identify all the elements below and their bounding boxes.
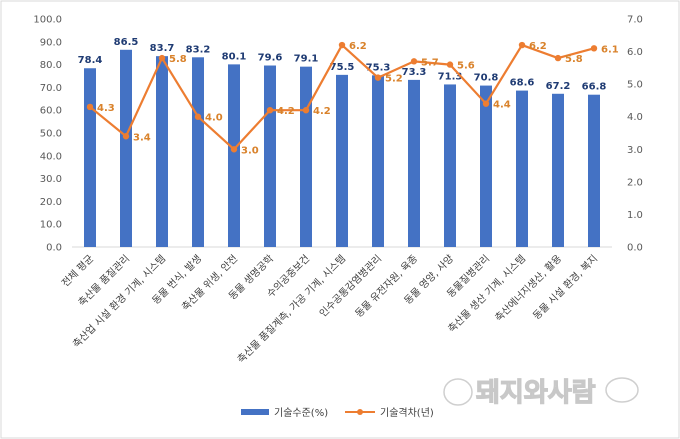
- line-value-label: 3.4: [133, 132, 151, 143]
- line-value-label: 6.2: [529, 41, 547, 52]
- left-tick-label: 90.0: [40, 37, 62, 48]
- line-series: 4.3 3.4 5.8 4.0 3.0 4.2 4.2 6.2 5.2 5.7 5.6 4.4 6.2 5…: [86, 41, 619, 156]
- line-point: [590, 45, 598, 52]
- line-value-label: 6.2: [349, 41, 367, 52]
- line-point: [302, 107, 310, 114]
- bar: [408, 79, 420, 247]
- legend-bar-label: 기술수준(%): [274, 407, 328, 419]
- bar: [264, 65, 276, 248]
- right-tick-label: 0.0: [627, 243, 643, 254]
- bar-value-label: 83.2: [186, 44, 211, 55]
- bar-value-label: 83.7: [150, 43, 175, 54]
- line-point: [518, 41, 526, 49]
- bar-value-label: 79.6: [258, 53, 283, 64]
- bar: [444, 84, 456, 247]
- legend: 기술수준(%) 기술격차(년): [241, 406, 434, 419]
- line-value-label: 5.8: [565, 54, 583, 65]
- watermark-badge: [443, 378, 473, 406]
- legend-line-marker: [357, 409, 363, 415]
- line-point: [122, 133, 130, 140]
- line-point: [230, 146, 238, 153]
- left-tick-label: 40.0: [40, 151, 62, 162]
- line-point: [338, 41, 346, 49]
- bar: [588, 94, 600, 247]
- bar: [192, 57, 204, 247]
- bar: [336, 74, 348, 247]
- bar: [84, 68, 96, 247]
- bar: [552, 93, 564, 247]
- bar-value-label: 66.8: [582, 82, 607, 93]
- bar-value-label: 68.6: [510, 78, 535, 89]
- left-tick-label: 30.0: [40, 174, 62, 185]
- line-value-label: 5.8: [169, 54, 187, 65]
- bar-value-label: 67.2: [546, 81, 571, 92]
- line-value-label: 5.6: [457, 61, 475, 72]
- bar: [516, 90, 528, 247]
- left-tick-label: 20.0: [40, 197, 62, 208]
- line-point: [482, 100, 490, 107]
- line-value-label: 5.7: [421, 57, 439, 68]
- bar-value-label: 80.1: [222, 51, 247, 62]
- line-point: [86, 103, 94, 111]
- right-tick-label: 4.0: [627, 112, 643, 123]
- line-value-label: 4.0: [205, 113, 223, 124]
- left-tick-label: 10.0: [40, 220, 62, 231]
- right-tick-label: 5.0: [627, 80, 643, 91]
- bar: [300, 66, 312, 247]
- left-tick-label: 0.0: [46, 243, 62, 254]
- line-value-label: 4.3: [97, 103, 115, 114]
- bar-value-label: 75.3: [366, 62, 391, 73]
- line-point: [266, 107, 274, 114]
- watermark-text: 돼지와사람: [476, 378, 596, 408]
- watermark-cloud-icon: [605, 377, 639, 403]
- left-tick-label: 100.0: [33, 15, 62, 26]
- left-tick-label: 50.0: [40, 129, 62, 140]
- line-value-label: 3.0: [241, 145, 259, 156]
- bar-value-label: 78.4: [78, 55, 103, 66]
- bar-value-label: 79.1: [294, 54, 319, 65]
- line-value-label: 4.2: [277, 106, 295, 117]
- watermark: 돼지와사람: [443, 377, 639, 409]
- line-value-label: 6.1: [601, 44, 619, 55]
- line-value-label: 5.2: [385, 74, 403, 85]
- line-point: [410, 58, 418, 65]
- bar-value-label: 71.3: [438, 71, 463, 82]
- bar: [372, 75, 384, 247]
- line-point: [554, 54, 562, 62]
- bar-value-label: 70.8: [474, 73, 499, 84]
- line-value-label: 4.2: [313, 106, 331, 117]
- line-point: [158, 54, 166, 62]
- right-tick-label: 7.0: [627, 15, 643, 26]
- line-point: [446, 61, 454, 68]
- bar: [156, 56, 168, 247]
- right-tick-label: 1.0: [627, 210, 643, 221]
- left-tick-label: 70.0: [40, 83, 62, 94]
- right-tick-label: 6.0: [627, 47, 643, 58]
- line-value-label: 4.4: [493, 100, 511, 111]
- bar-value-label: 86.5: [114, 37, 139, 48]
- bar: [120, 49, 132, 247]
- bar-value-label: 75.5: [330, 62, 355, 73]
- bar: [480, 85, 492, 248]
- legend-line-label: 기술격차(년): [380, 406, 434, 419]
- left-tick-label: 60.0: [40, 106, 62, 117]
- line-point: [374, 74, 382, 81]
- right-y-axis: 0.0 1.0 2.0 3.0 4.0 5.0 6.0 7.0: [627, 15, 643, 254]
- left-tick-label: 80.0: [40, 60, 62, 71]
- right-tick-label: 3.0: [627, 145, 643, 156]
- bar-series: 78.4 86.5 83.7 83.2 80.1 79.6 79.1 75.5 75.3 73.3…: [78, 37, 607, 248]
- line-point: [194, 113, 202, 120]
- bar-value-label: 73.3: [402, 67, 427, 78]
- legend-bar-swatch: [241, 409, 269, 415]
- right-tick-label: 2.0: [627, 177, 643, 188]
- bar: [228, 64, 240, 247]
